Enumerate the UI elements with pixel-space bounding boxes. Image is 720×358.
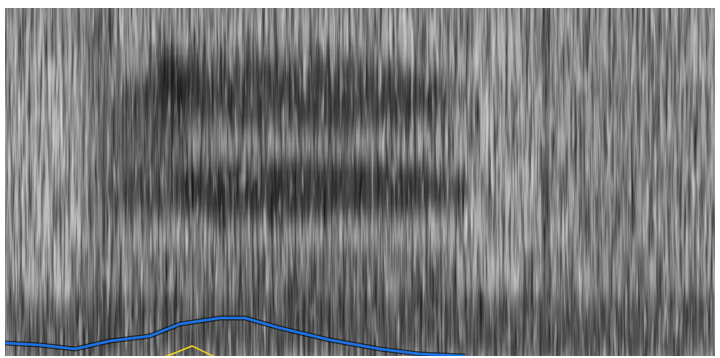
spectrogram <box>5 0 715 357</box>
light-streaks <box>5 8 715 356</box>
page <box>0 0 720 358</box>
spectrogram-view <box>0 0 720 358</box>
